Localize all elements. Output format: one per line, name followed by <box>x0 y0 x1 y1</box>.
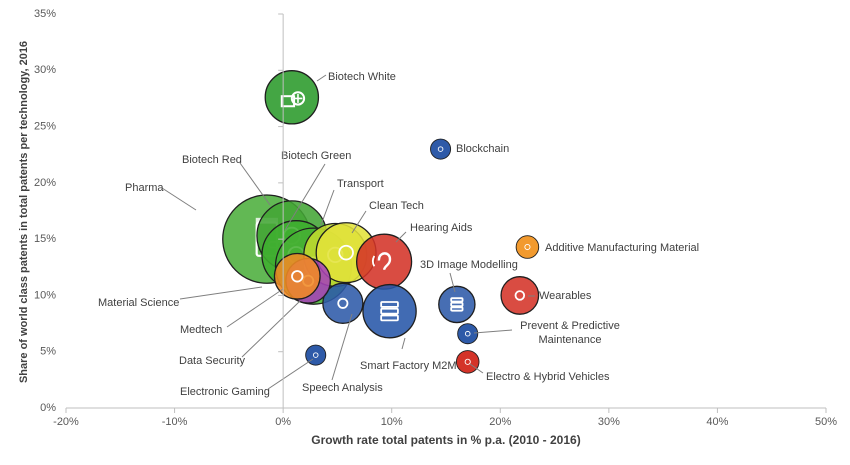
monitor-icon <box>450 297 464 312</box>
bubble-marker <box>438 285 476 324</box>
leader-line-speech-analysis <box>331 313 353 381</box>
point-label-transport: Transport <box>337 178 384 190</box>
leader-line-hearing-aids <box>395 231 407 243</box>
x-tick-label: 20% <box>489 416 511 428</box>
leader-line-3d-image-modelling <box>449 272 456 293</box>
y-tick-label: 25% <box>34 120 56 132</box>
x-tick-label: 0% <box>275 416 291 428</box>
wrench-icon <box>464 330 471 337</box>
point-label-hearing-aids: Hearing Aids <box>410 222 473 234</box>
x-tick-label: 50% <box>815 416 837 428</box>
chain-icon <box>437 146 444 152</box>
bubble-wearables <box>500 276 540 315</box>
bubble-prevent-and-predictive-maintenance <box>457 323 479 345</box>
bubble-marker <box>322 282 364 324</box>
leader-lines-layer <box>161 74 535 390</box>
point-label-additive-manufacturing-material: Additive Manufacturing Material <box>545 242 699 254</box>
leader-line-biotech-white <box>316 74 327 82</box>
point-label-pharma: Pharma <box>125 182 164 194</box>
leader-line-pharma <box>161 187 197 211</box>
point-label-biotech-green: Biotech Green <box>281 150 351 162</box>
x-tick-label: -20% <box>53 416 79 428</box>
smartwatch-icon <box>514 290 526 301</box>
y-tick-label: 30% <box>34 64 56 76</box>
bubbles-layer <box>222 70 540 374</box>
point-label-prevent-and-predictive-maintenance: Prevent & Predictive Maintenance <box>520 320 620 346</box>
point-label-electro-and-hybrid-vehicles: Electro & Hybrid Vehicles <box>486 371 610 383</box>
bubble-speech-analysis <box>322 282 364 324</box>
ecg-icon <box>291 270 304 283</box>
x-tick-label: 10% <box>381 416 403 428</box>
point-label-wearables: Wearables <box>539 290 592 302</box>
point-label-electronic-gaming: Electronic Gaming <box>180 386 270 398</box>
factory-icon <box>280 91 306 108</box>
point-label-medtech: Medtech <box>180 324 222 336</box>
leader-line-prevent-and-predictive-maintenance <box>473 329 513 334</box>
bubble-marker <box>455 350 480 374</box>
server-icon <box>380 301 399 322</box>
x-axis-label: Growth rate total patents in % p.a. (201… <box>311 433 580 447</box>
car-icon <box>464 358 471 365</box>
point-label-speech-analysis: Speech Analysis <box>302 382 383 394</box>
axes-layer: -20% -10% 0% 10% 20% 30% 40% 50% 0% 5% 10% 15% 20% 25… <box>34 8 837 428</box>
bubble-marker <box>273 252 321 300</box>
point-label-smart-factory-m2m: Smart Factory M2M <box>360 360 457 372</box>
bubble-3d-image-modelling <box>438 285 476 324</box>
leader-line-data-security <box>241 300 301 358</box>
bubble-marker <box>355 233 413 290</box>
bubble-marker <box>457 323 479 345</box>
ear-icon <box>372 252 392 271</box>
bubble-biotech-white <box>264 70 320 125</box>
bubble-smart-factory-m2m <box>362 283 417 339</box>
point-label-clean-tech: Clean Tech <box>369 200 424 212</box>
lightbulb-icon <box>338 244 354 261</box>
bubble-hearing-aids <box>355 233 413 290</box>
point-label-data-security: Data Security <box>179 355 246 367</box>
y-tick-label: 15% <box>34 233 56 245</box>
y-tick-label: 10% <box>34 289 56 301</box>
bubble-marker <box>362 283 417 339</box>
point-label-3d-image-modelling: 3D Image Modelling <box>420 259 518 271</box>
bubble-medtech <box>273 252 321 300</box>
speech-icon <box>337 297 349 309</box>
y-tick-label: 20% <box>34 177 56 189</box>
x-tick-label: 30% <box>598 416 620 428</box>
bubble-marker <box>430 138 452 160</box>
leader-line-biotech-red <box>239 162 271 206</box>
printer-icon <box>524 243 531 251</box>
leader-line-medtech <box>226 288 284 328</box>
bubble-marker <box>500 276 540 315</box>
leader-line-clean-tech <box>351 210 367 234</box>
point-label-biotech-white: Biotech White <box>328 71 396 83</box>
x-tick-label: 40% <box>706 416 728 428</box>
y-tick-label: 0% <box>40 402 56 414</box>
leader-line-transport <box>320 189 335 226</box>
leader-line-material-science <box>179 286 263 300</box>
point-labels-layer: Pharma Biotech Red Biotech Green Material S… <box>98 71 699 398</box>
leader-line-smart-factory-m2m <box>401 337 406 350</box>
leader-line-biotech-green <box>284 163 326 231</box>
bubble-marker <box>515 235 540 259</box>
point-label-biotech-red: Biotech Red <box>182 154 242 166</box>
bubble-electro-and-hybrid-vehicles <box>455 350 480 374</box>
bubble-additive-manufacturing-material <box>515 235 540 259</box>
leader-line-electro-and-hybrid-vehicles <box>469 363 484 374</box>
point-label-material-science: Material Science <box>98 297 179 309</box>
gamepad-icon <box>312 352 319 358</box>
point-label-blockchain: Blockchain <box>456 143 509 155</box>
bubble-blockchain <box>430 138 452 160</box>
leader-line-electronic-gaming <box>267 358 314 390</box>
x-tick-label: -10% <box>162 416 188 428</box>
y-tick-label: 5% <box>40 346 56 358</box>
y-tick-label: 35% <box>34 8 56 20</box>
y-axis-label: Share of world class patents in total pa… <box>18 41 30 383</box>
